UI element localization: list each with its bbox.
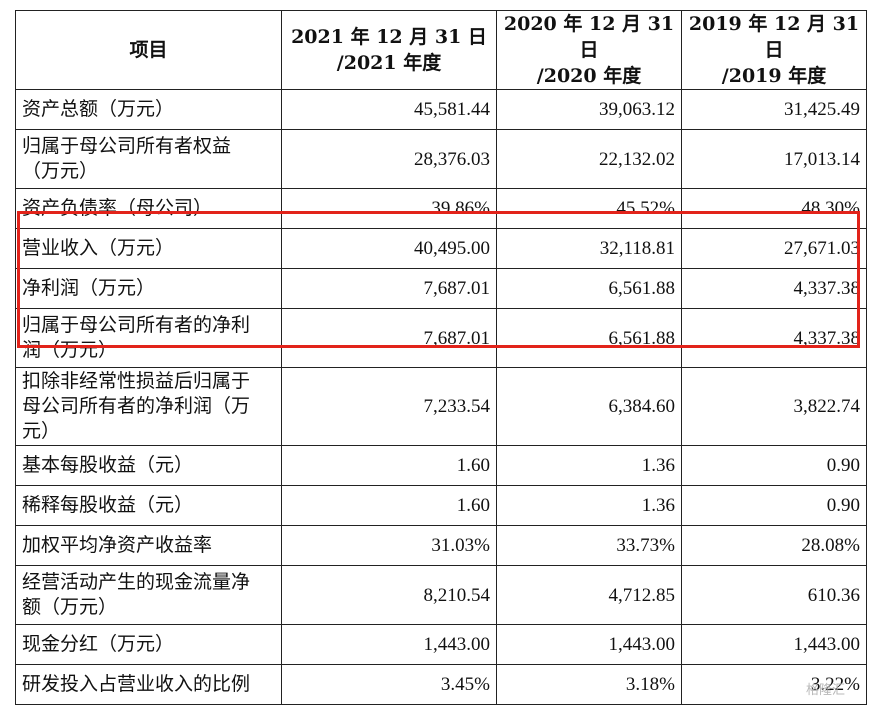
value-2019: 48.30% — [681, 188, 867, 229]
value-2021: 3.45% — [281, 664, 497, 705]
value-2020: 4,712.85 — [496, 565, 682, 625]
table-row: 稀释每股收益（元） 1.60 1.36 0.90 — [15, 485, 867, 526]
row-label: 经营活动产生的现金流量净 额（万元） — [15, 565, 282, 625]
value-2020: 22,132.02 — [496, 129, 682, 189]
value-2021: 28,376.03 — [281, 129, 497, 189]
table-row: 资产负债率（母公司） 39.86% 45.52% 48.30% — [15, 188, 867, 229]
row-label: 资产负债率（母公司） — [15, 188, 282, 229]
value-2021: 39.86% — [281, 188, 497, 229]
value-2021: 40,495.00 — [281, 228, 497, 269]
header-2021: 2021 年 12 月 31 日/2021 年度 — [281, 10, 497, 90]
value-2021: 7,687.01 — [281, 268, 497, 309]
header-2020: 2020 年 12 月 31 日/2020 年度 — [496, 10, 682, 90]
row-label: 净利润（万元） — [15, 268, 282, 309]
row-label: 资产总额（万元） — [15, 89, 282, 130]
value-2019: 0.90 — [681, 445, 867, 486]
table-row: 净利润（万元） 7,687.01 6,561.88 4,337.38 — [15, 268, 867, 309]
header-item: 项目 — [15, 10, 282, 90]
value-2020: 32,118.81 — [496, 228, 682, 269]
value-2021: 1.60 — [281, 445, 497, 486]
value-2019: 31,425.49 — [681, 89, 867, 130]
value-2019: 17,013.14 — [681, 129, 867, 189]
table-row: 现金分红（万元） 1,443.00 1,443.00 1,443.00 — [15, 624, 867, 665]
value-2019: 28.08% — [681, 525, 867, 566]
row-label: 加权平均净资产收益率 — [15, 525, 282, 566]
value-2019: 4,337.38 — [681, 308, 867, 368]
value-2020: 1.36 — [496, 485, 682, 526]
table-row: 经营活动产生的现金流量净 额（万元） 8,210.54 4,712.85 610.36 — [15, 565, 867, 625]
row-label: 基本每股收益（元） — [15, 445, 282, 486]
value-2020: 33.73% — [496, 525, 682, 566]
value-2020: 6,384.60 — [496, 367, 682, 446]
value-2019: 1,443.00 — [681, 624, 867, 665]
row-label: 归属于母公司所有者的净利 润（万元） — [15, 308, 282, 368]
watermark-logo: 格隆汇 — [806, 683, 846, 698]
table-row: 扣除非经常性损益后归属于 母公司所有者的净利润（万 元） 7,233.54 6,384.… — [15, 367, 867, 446]
value-2021: 1.60 — [281, 485, 497, 526]
row-label: 扣除非经常性损益后归属于 母公司所有者的净利润（万 元） — [15, 367, 282, 446]
value-2020: 3.18% — [496, 664, 682, 705]
value-2019: 3.22% — [681, 664, 867, 705]
table-row: 归属于母公司所有者权益 （万元） 28,376.03 22,132.02 17,013.… — [15, 129, 867, 189]
value-2019: 27,671.03 — [681, 228, 867, 269]
value-2020: 6,561.88 — [496, 268, 682, 309]
row-label: 营业收入（万元） — [15, 228, 282, 269]
value-2019: 3,822.74 — [681, 367, 867, 446]
table-row: 加权平均净资产收益率 31.03% 33.73% 28.08% — [15, 525, 867, 566]
table-header-row: 项目 2021 年 12 月 31 日/2021 年度 2020 年 12 月 … — [15, 10, 867, 90]
header-2019: 2019 年 12 月 31 日/2019 年度 — [681, 10, 867, 90]
financial-data-table: 项目 2021 年 12 月 31 日/2021 年度 2020 年 12 月 … — [15, 10, 867, 705]
value-2020: 1,443.00 — [496, 624, 682, 665]
table-row: 营业收入（万元） 40,495.00 32,118.81 27,671.03 — [15, 228, 867, 269]
value-2020: 6,561.88 — [496, 308, 682, 368]
row-label: 归属于母公司所有者权益 （万元） — [15, 129, 282, 189]
value-2021: 31.03% — [281, 525, 497, 566]
table-row: 研发投入占营业收入的比例 3.45% 3.18% 3.22% — [15, 664, 867, 705]
row-label: 稀释每股收益（元） — [15, 485, 282, 526]
value-2020: 45.52% — [496, 188, 682, 229]
value-2021: 7,233.54 — [281, 367, 497, 446]
value-2019: 4,337.38 — [681, 268, 867, 309]
value-2021: 45,581.44 — [281, 89, 497, 130]
row-label: 研发投入占营业收入的比例 — [15, 664, 282, 705]
row-label: 现金分红（万元） — [15, 624, 282, 665]
value-2021: 1,443.00 — [281, 624, 497, 665]
value-2019: 0.90 — [681, 485, 867, 526]
value-2021: 7,687.01 — [281, 308, 497, 368]
value-2020: 1.36 — [496, 445, 682, 486]
value-2021: 8,210.54 — [281, 565, 497, 625]
table-row: 归属于母公司所有者的净利 润（万元） 7,687.01 6,561.88 4,337.3… — [15, 308, 867, 368]
value-2019: 610.36 — [681, 565, 867, 625]
value-2020: 39,063.12 — [496, 89, 682, 130]
table-row: 基本每股收益（元） 1.60 1.36 0.90 — [15, 445, 867, 486]
table-row: 资产总额（万元） 45,581.44 39,063.12 31,425.49 — [15, 89, 867, 130]
